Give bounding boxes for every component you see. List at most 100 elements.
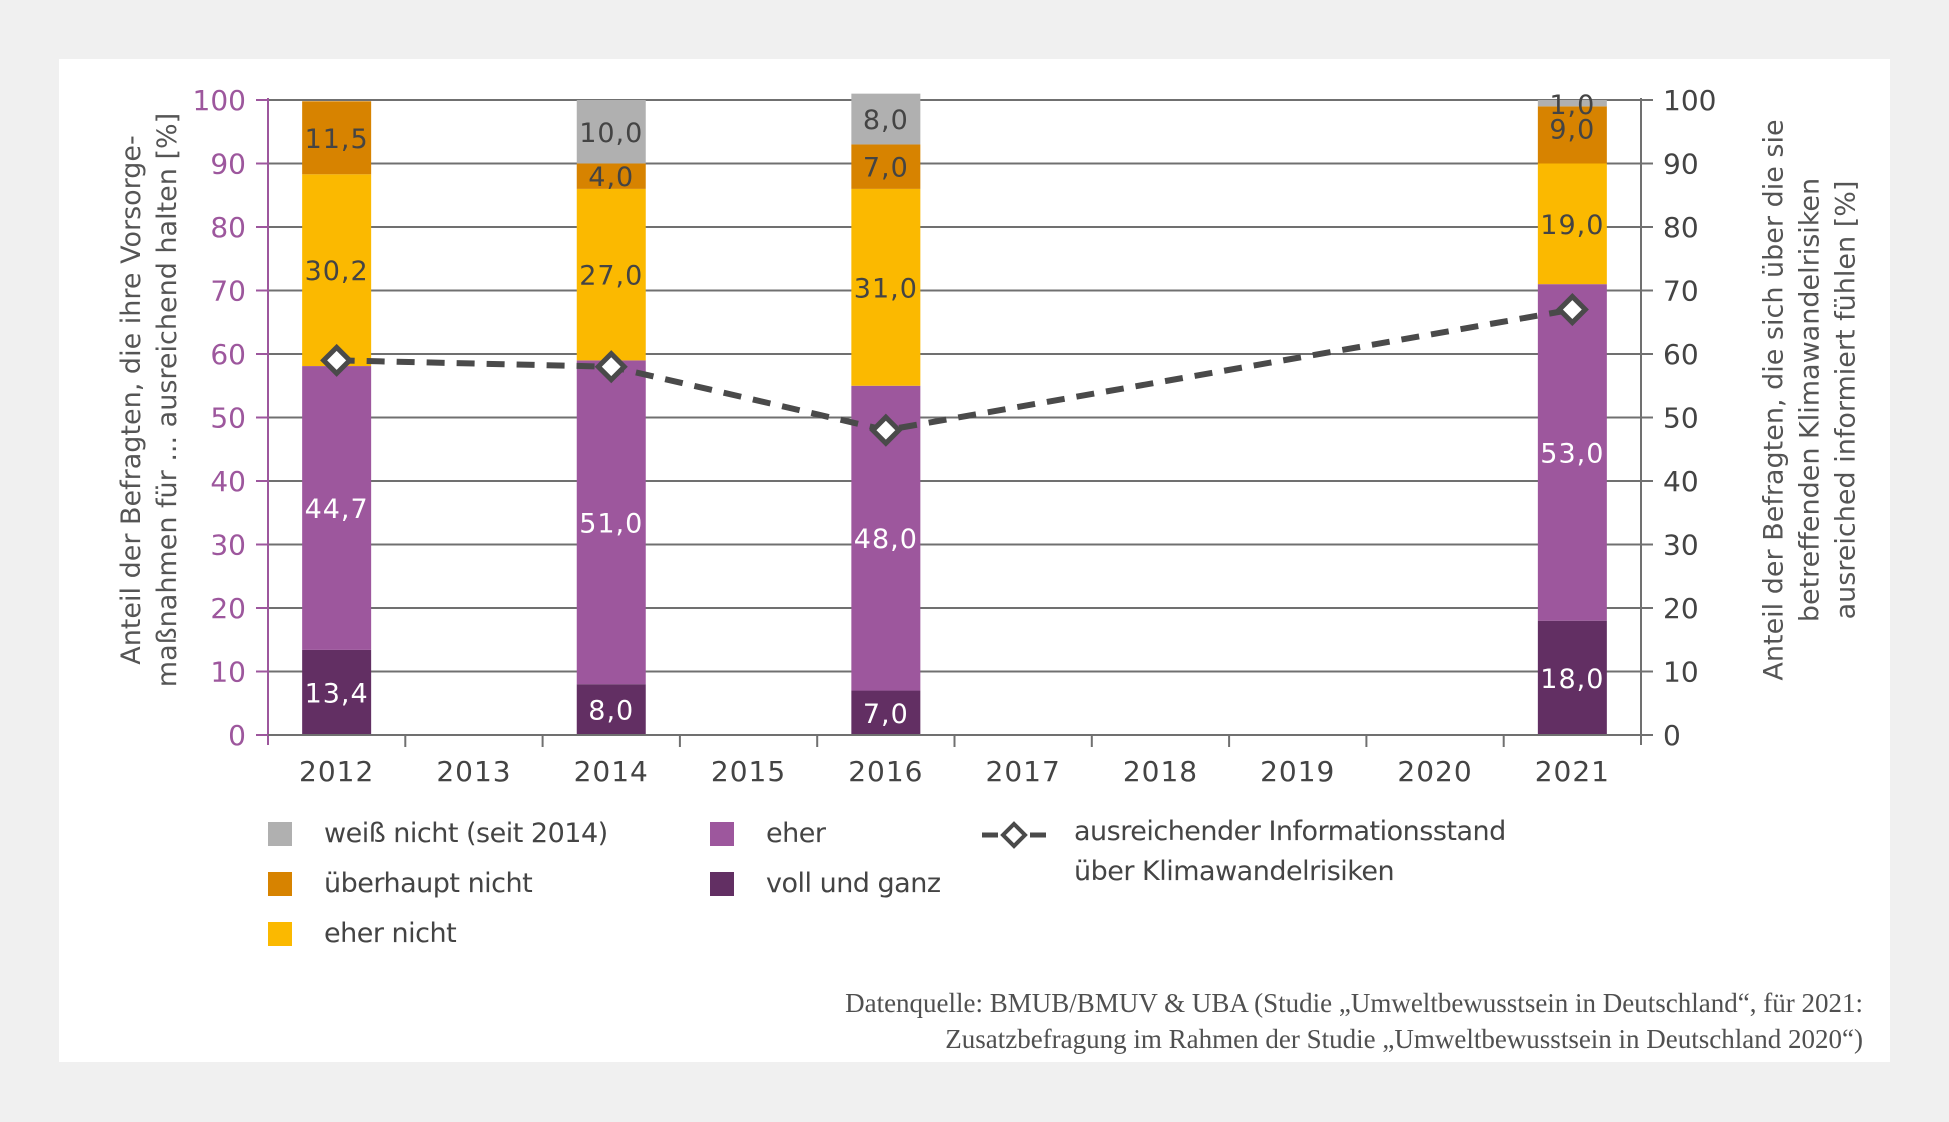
data-source-line-2: Zusatzbefragung im Rahmen der Studie „Um…: [945, 1024, 1863, 1054]
bar-segment: [302, 101, 372, 175]
bar-segment: [302, 174, 372, 367]
left-y-tick-label: 100: [193, 84, 246, 117]
data-label: 10,0: [579, 118, 643, 149]
data-label: 7,0: [863, 699, 909, 730]
left-y-axis-title-line-1: Anteil der Befragten, die ihre Vorsorge-: [116, 135, 148, 665]
left-y-tick-label: 70: [210, 275, 246, 308]
data-label: 30,2: [305, 256, 369, 287]
legend-swatch-eher-nicht: [268, 921, 292, 946]
right-y-tick-label: 0: [1663, 719, 1681, 752]
x-tick-label: 2012: [299, 755, 374, 788]
data-label: 31,0: [854, 273, 918, 304]
data-label: 53,0: [1540, 438, 1604, 469]
right-y-axis-title-line-1: Anteil der Befragten, die sich über die …: [1758, 119, 1790, 681]
left-y-tick-label: 0: [228, 719, 246, 752]
bar-segment: [1537, 163, 1607, 285]
bar-segment: [851, 93, 921, 145]
left-y-tick-label: 10: [210, 656, 246, 689]
right-y-tick-label: 20: [1663, 592, 1699, 625]
right-y-tick-label: 100: [1663, 84, 1716, 117]
legend-swatch-eher: [710, 821, 734, 846]
right-y-tick-label: 10: [1663, 656, 1699, 689]
legend-item-informationsstand: ausreichender Informationsstand über Kli…: [982, 816, 1506, 892]
right-y-axis-title-line-2: betreffenden Klimawandelrisiken: [1794, 177, 1826, 623]
right-y-tick-label: 80: [1663, 211, 1699, 244]
bar-segment: [576, 684, 646, 735]
bar-segment: [851, 188, 921, 386]
legend-label: eher nicht: [324, 918, 457, 949]
bar-segment: [576, 100, 646, 164]
right-y-tick-label: 70: [1663, 275, 1699, 308]
bar-segment: [576, 188, 646, 361]
dashed-line-diamond-icon: [982, 821, 1046, 849]
data-label: 51,0: [579, 508, 643, 539]
data-label: 18,0: [1540, 664, 1604, 695]
data-source-line-1: Datenquelle: BMUB/BMUV & UBA (Studie „Um…: [845, 988, 1863, 1018]
bar-segment: [302, 366, 372, 650]
x-tick-label: 2013: [436, 755, 511, 788]
data-source-note: Datenquelle: BMUB/BMUV & UBA (Studie „Um…: [845, 985, 1863, 1057]
legend-swatch-ueberhaupt-nicht: [268, 871, 292, 896]
bar-segment: [1537, 620, 1607, 735]
legend-item-ueberhaupt-nicht: überhaupt nicht: [268, 868, 533, 899]
legend-item-eher-nicht: eher nicht: [268, 918, 457, 949]
right-y-axis-title-line-3: ausreiched informiert fühlen [%]: [1830, 180, 1862, 620]
x-tick-label: 2019: [1260, 755, 1335, 788]
data-label: 8,0: [588, 696, 634, 727]
left-y-axis-title: Anteil der Befragten, die ihre Vorsorge-…: [114, 113, 186, 687]
bar-segment: [1537, 284, 1607, 621]
bar-segment: [1537, 106, 1607, 164]
info-line: [336, 306, 1573, 434]
bar-segment: [851, 690, 921, 735]
x-tick-label: 2015: [711, 755, 786, 788]
x-tick-label: 2021: [1535, 755, 1610, 788]
left-y-tick-label: 20: [210, 592, 246, 625]
right-y-tick-label: 40: [1663, 465, 1699, 498]
x-tick-label: 2020: [1397, 755, 1472, 788]
legend-item-voll-und-ganz: voll und ganz: [710, 868, 941, 899]
data-label: 9,0: [1549, 114, 1595, 145]
right-y-tick-label: 60: [1663, 338, 1699, 371]
line-marker-diamond: [320, 343, 354, 377]
left-y-tick-label: 90: [210, 148, 246, 181]
data-label: 4,0: [588, 162, 634, 193]
legend-swatch-weiss-nicht: [268, 821, 292, 846]
left-y-tick-label: 30: [210, 529, 246, 562]
line-marker-diamond: [869, 413, 903, 447]
legend-label: voll und ganz: [766, 868, 941, 899]
legend-swatch-voll-und-ganz: [710, 871, 734, 896]
data-label: 48,0: [854, 524, 918, 555]
bar-segment: [851, 144, 921, 189]
line-marker-diamond: [594, 350, 628, 384]
left-y-tick-label: 60: [210, 338, 246, 371]
bar-segment: [576, 360, 646, 685]
legend-label-line-2: über Klimawandelrisiken: [1074, 856, 1395, 887]
legend-label: überhaupt nicht: [324, 868, 533, 899]
left-y-tick-label: 80: [210, 211, 246, 244]
legend-item-eher: eher: [710, 818, 826, 849]
bar-segment: [1537, 100, 1607, 107]
x-tick-label: 2017: [986, 755, 1061, 788]
x-tick-label: 2014: [574, 755, 649, 788]
data-label: 19,0: [1540, 210, 1604, 241]
data-label: 1,0: [1549, 90, 1595, 121]
data-label: 7,0: [863, 153, 909, 184]
legend-label: weiß nicht (seit 2014): [324, 818, 608, 849]
legend-item-weiss-nicht: weiß nicht (seit 2014): [268, 818, 608, 849]
data-label: 8,0: [863, 105, 909, 136]
line-marker-diamond: [1555, 293, 1589, 327]
left-y-tick-label: 40: [210, 465, 246, 498]
right-y-tick-label: 30: [1663, 529, 1699, 562]
right-y-axis-title: Anteil der Befragten, die sich über die …: [1756, 119, 1864, 680]
legend-label-line-1: ausreichender Informationsstand: [1074, 816, 1506, 847]
data-label: 13,4: [305, 678, 369, 709]
right-y-tick-label: 90: [1663, 148, 1699, 181]
right-y-tick-label: 50: [1663, 402, 1699, 435]
data-label: 44,7: [305, 494, 369, 525]
legend-label: eher: [766, 818, 826, 849]
bar-segment: [576, 163, 646, 189]
data-label: 27,0: [579, 261, 643, 292]
bar-segment: [302, 649, 372, 735]
data-label: 11,5: [305, 124, 369, 155]
